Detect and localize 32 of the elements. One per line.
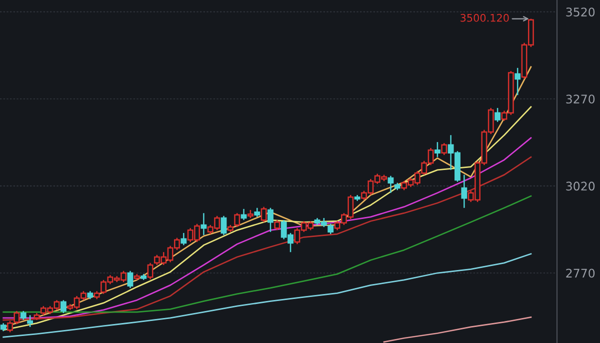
candlestick: [441, 142, 448, 156]
candlestick: [147, 262, 154, 280]
candlestick: [434, 141, 440, 158]
y-tick-label: 3270: [566, 94, 595, 104]
y-tick-label: 2770: [566, 268, 595, 278]
line-series: [2, 106, 532, 331]
candlestick: [180, 232, 187, 246]
candlestick: [274, 219, 280, 231]
candlestick: [14, 310, 20, 325]
candlestick: [60, 300, 66, 314]
candlestick: [268, 207, 274, 233]
y-tick-label: 3020: [566, 182, 595, 191]
candlestick: [200, 212, 207, 236]
line-series: [2, 253, 532, 338]
candlestick: [260, 206, 267, 223]
candlestick: [514, 67, 521, 96]
y-tick-label: 3520: [566, 8, 595, 16]
candlestick: [20, 310, 26, 321]
candlestick: [461, 174, 468, 209]
candlestick: [7, 320, 13, 333]
candlestick: [234, 212, 240, 228]
line-series: [383, 316, 532, 343]
candlestick: [494, 107, 501, 123]
candlestick: [388, 175, 394, 194]
line-series: [2, 195, 532, 313]
candlestick: [240, 208, 247, 221]
candlestick: [254, 207, 260, 218]
candlestick: [328, 223, 334, 235]
candlestick: [27, 314, 34, 328]
candlestick: [220, 215, 227, 236]
candlestick: [127, 270, 134, 289]
annotation: 3500.120: [460, 14, 509, 22]
